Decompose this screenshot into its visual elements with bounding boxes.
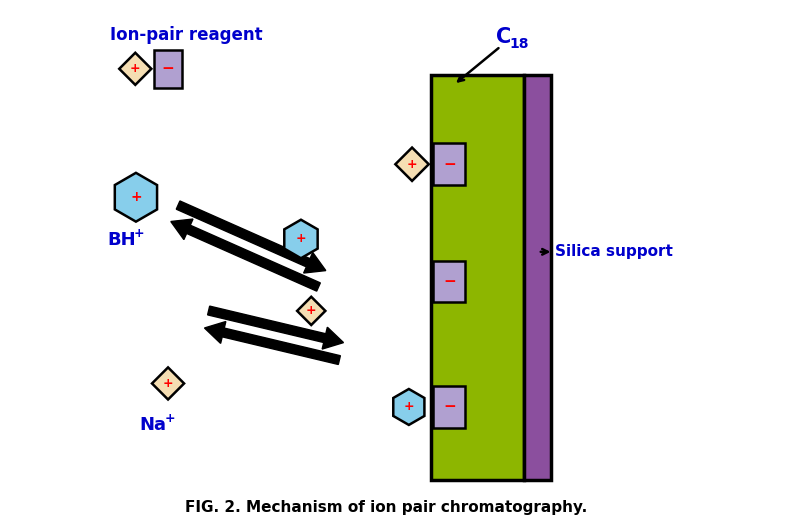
- FancyArrow shape: [204, 322, 341, 365]
- Polygon shape: [115, 173, 157, 222]
- FancyArrow shape: [171, 219, 320, 291]
- Text: +: +: [306, 305, 317, 318]
- FancyArrow shape: [208, 306, 344, 349]
- Text: −: −: [443, 157, 455, 172]
- Text: +: +: [130, 190, 142, 204]
- Polygon shape: [284, 220, 318, 258]
- Text: Na: Na: [139, 416, 166, 434]
- Text: C: C: [496, 27, 511, 47]
- Text: −: −: [162, 61, 174, 76]
- Text: +: +: [130, 62, 141, 75]
- Text: +: +: [162, 377, 173, 390]
- Text: 18: 18: [510, 37, 529, 51]
- Polygon shape: [297, 297, 326, 325]
- Text: −: −: [443, 399, 455, 414]
- Text: +: +: [407, 158, 417, 171]
- Text: +: +: [165, 412, 176, 425]
- Text: FIG. 2. Mechanism of ion pair chromatography.: FIG. 2. Mechanism of ion pair chromatogr…: [185, 500, 588, 515]
- Polygon shape: [395, 148, 428, 181]
- Text: −: −: [443, 274, 455, 289]
- Bar: [433, 386, 466, 428]
- Bar: [154, 50, 182, 88]
- Text: +: +: [295, 233, 307, 246]
- Bar: [432, 75, 524, 480]
- FancyArrow shape: [177, 201, 326, 273]
- Text: +: +: [134, 227, 145, 240]
- Bar: [433, 143, 466, 185]
- Bar: [433, 261, 466, 303]
- Text: BH: BH: [107, 231, 135, 249]
- Text: Ion-pair reagent: Ion-pair reagent: [110, 26, 263, 44]
- Text: +: +: [404, 400, 414, 413]
- Bar: [524, 75, 551, 480]
- Text: Silica support: Silica support: [554, 244, 672, 260]
- Polygon shape: [152, 367, 184, 399]
- Polygon shape: [394, 389, 425, 425]
- Polygon shape: [120, 53, 151, 85]
